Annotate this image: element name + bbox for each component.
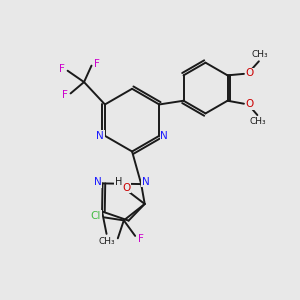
Text: N: N [96,131,104,141]
Text: O: O [246,99,254,109]
Text: Cl: Cl [91,211,101,221]
Text: N: N [160,131,168,141]
Text: CH₃: CH₃ [251,50,268,59]
Text: N: N [142,177,150,187]
Text: H: H [115,177,122,187]
Text: F: F [59,64,65,74]
Text: O: O [122,183,130,193]
Text: F: F [94,59,100,69]
Text: F: F [110,237,116,247]
Text: CH₃: CH₃ [99,237,116,246]
Text: CH₃: CH₃ [250,117,266,126]
Text: O: O [246,68,254,78]
Text: N: N [94,177,102,187]
Text: F: F [62,90,68,100]
Text: F: F [138,235,143,244]
